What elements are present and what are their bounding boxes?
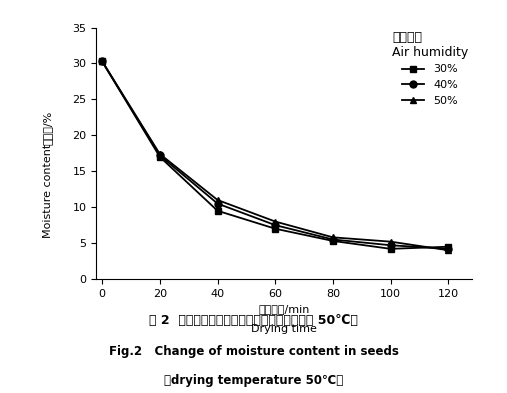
50%: [445, 248, 451, 253]
Line: 50%: 50%: [99, 58, 452, 254]
Line: 40%: 40%: [99, 58, 452, 252]
50%: [272, 219, 278, 224]
Text: Moisture content: Moisture content: [43, 144, 53, 238]
Text: 干燥时间/min: 干燥时间/min: [258, 304, 310, 314]
50%: [99, 59, 105, 64]
Text: Drying time: Drying time: [251, 324, 317, 334]
Text: 图 2  干燥湿度对种子含水率的影响（干燥温度 50℃）: 图 2 干燥湿度对种子含水率的影响（干燥温度 50℃）: [149, 314, 358, 327]
40%: [157, 153, 163, 158]
50%: [157, 152, 163, 156]
30%: [388, 246, 394, 251]
30%: [272, 226, 278, 231]
50%: [330, 235, 336, 240]
40%: [214, 201, 221, 206]
Legend: 30%, 40%, 50%: 30%, 40%, 50%: [392, 31, 468, 105]
30%: [445, 244, 451, 249]
30%: [214, 208, 221, 213]
Text: （drying temperature 50℃）: （drying temperature 50℃）: [164, 373, 343, 387]
40%: [99, 59, 105, 64]
40%: [445, 246, 451, 251]
30%: [330, 239, 336, 243]
40%: [388, 243, 394, 248]
Text: Fig.2   Change of moisture content in seeds: Fig.2 Change of moisture content in seed…: [108, 345, 399, 358]
30%: [157, 154, 163, 159]
Line: 30%: 30%: [99, 58, 452, 252]
50%: [214, 198, 221, 202]
40%: [330, 237, 336, 242]
50%: [388, 239, 394, 244]
30%: [99, 59, 105, 64]
Text: 含水率/%: 含水率/%: [43, 111, 53, 145]
40%: [272, 223, 278, 228]
